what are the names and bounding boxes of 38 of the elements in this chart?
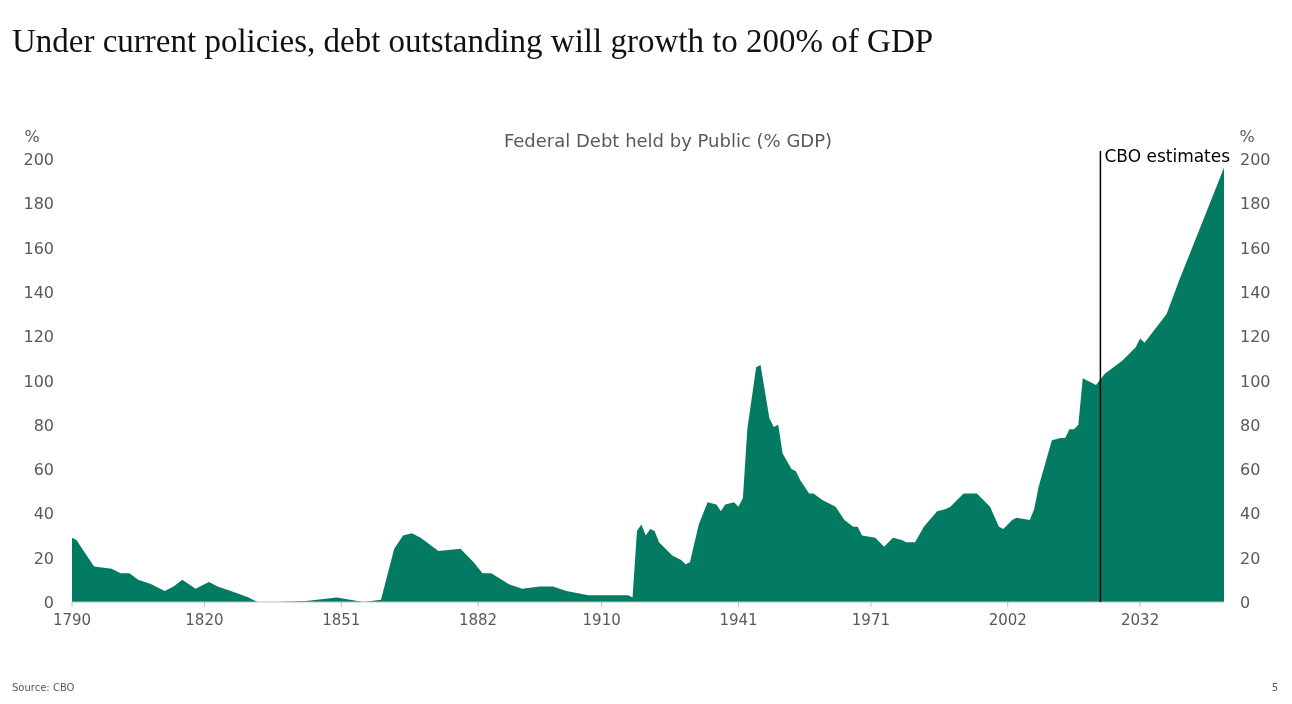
y-tick-label: 180 — [23, 194, 54, 214]
y-tick-label: 60 — [33, 460, 54, 480]
y2-tick-label: 100 — [1240, 371, 1271, 391]
y2-tick-label: 180 — [1240, 194, 1271, 214]
y-axis-title: % — [24, 127, 40, 146]
y2-tick-label: 40 — [1240, 504, 1261, 524]
y-tick-label: 100 — [23, 371, 54, 391]
x-tick-label: 1882 — [458, 611, 498, 629]
y2-tick-label: 140 — [1240, 282, 1271, 302]
y2-tick-label: 160 — [1240, 238, 1271, 258]
x-tick-label: 1851 — [322, 611, 361, 629]
chart-subtitle: Federal Debt held by Public (% GDP) — [503, 130, 833, 151]
x-tick-label: 2032 — [1121, 611, 1160, 629]
y-tick-label: 40 — [33, 504, 54, 524]
y2-tick-label: 120 — [1240, 327, 1271, 347]
y-tick-label: 200 — [23, 150, 54, 169]
y2-tick-label: 0 — [1240, 593, 1251, 612]
y-tick-label: 80 — [33, 415, 54, 435]
chart-title: Under current policies, debt outstanding will growth to 200% of GDP — [12, 23, 934, 59]
y2-axis-title: % — [1239, 127, 1255, 146]
text: 5 — [1271, 682, 1278, 693]
x-tick-label: 1820 — [185, 611, 224, 629]
y-tick-label: 160 — [23, 238, 54, 258]
y-tick-label: 20 — [33, 548, 54, 568]
y2-tick-label: 200 — [1240, 150, 1271, 169]
y-tick-label: 0 — [43, 593, 54, 612]
y-tick-label: 120 — [23, 327, 54, 347]
x-tick-label: 1971 — [851, 611, 890, 629]
ref-line-label: CBO estimates — [1104, 146, 1231, 166]
y2-tick-label: 80 — [1240, 415, 1261, 435]
y-tick-label: 140 — [23, 282, 54, 302]
y2-tick-label: 60 — [1240, 460, 1261, 480]
x-tick-label: 2002 — [988, 611, 1027, 629]
x-tick-label: 1910 — [582, 611, 621, 629]
y2-tick-label: 20 — [1240, 548, 1261, 568]
x-tick-label: 1790 — [52, 611, 92, 629]
source-note: Source: CBO — [12, 682, 75, 693]
x-tick-label: 1941 — [719, 611, 758, 629]
